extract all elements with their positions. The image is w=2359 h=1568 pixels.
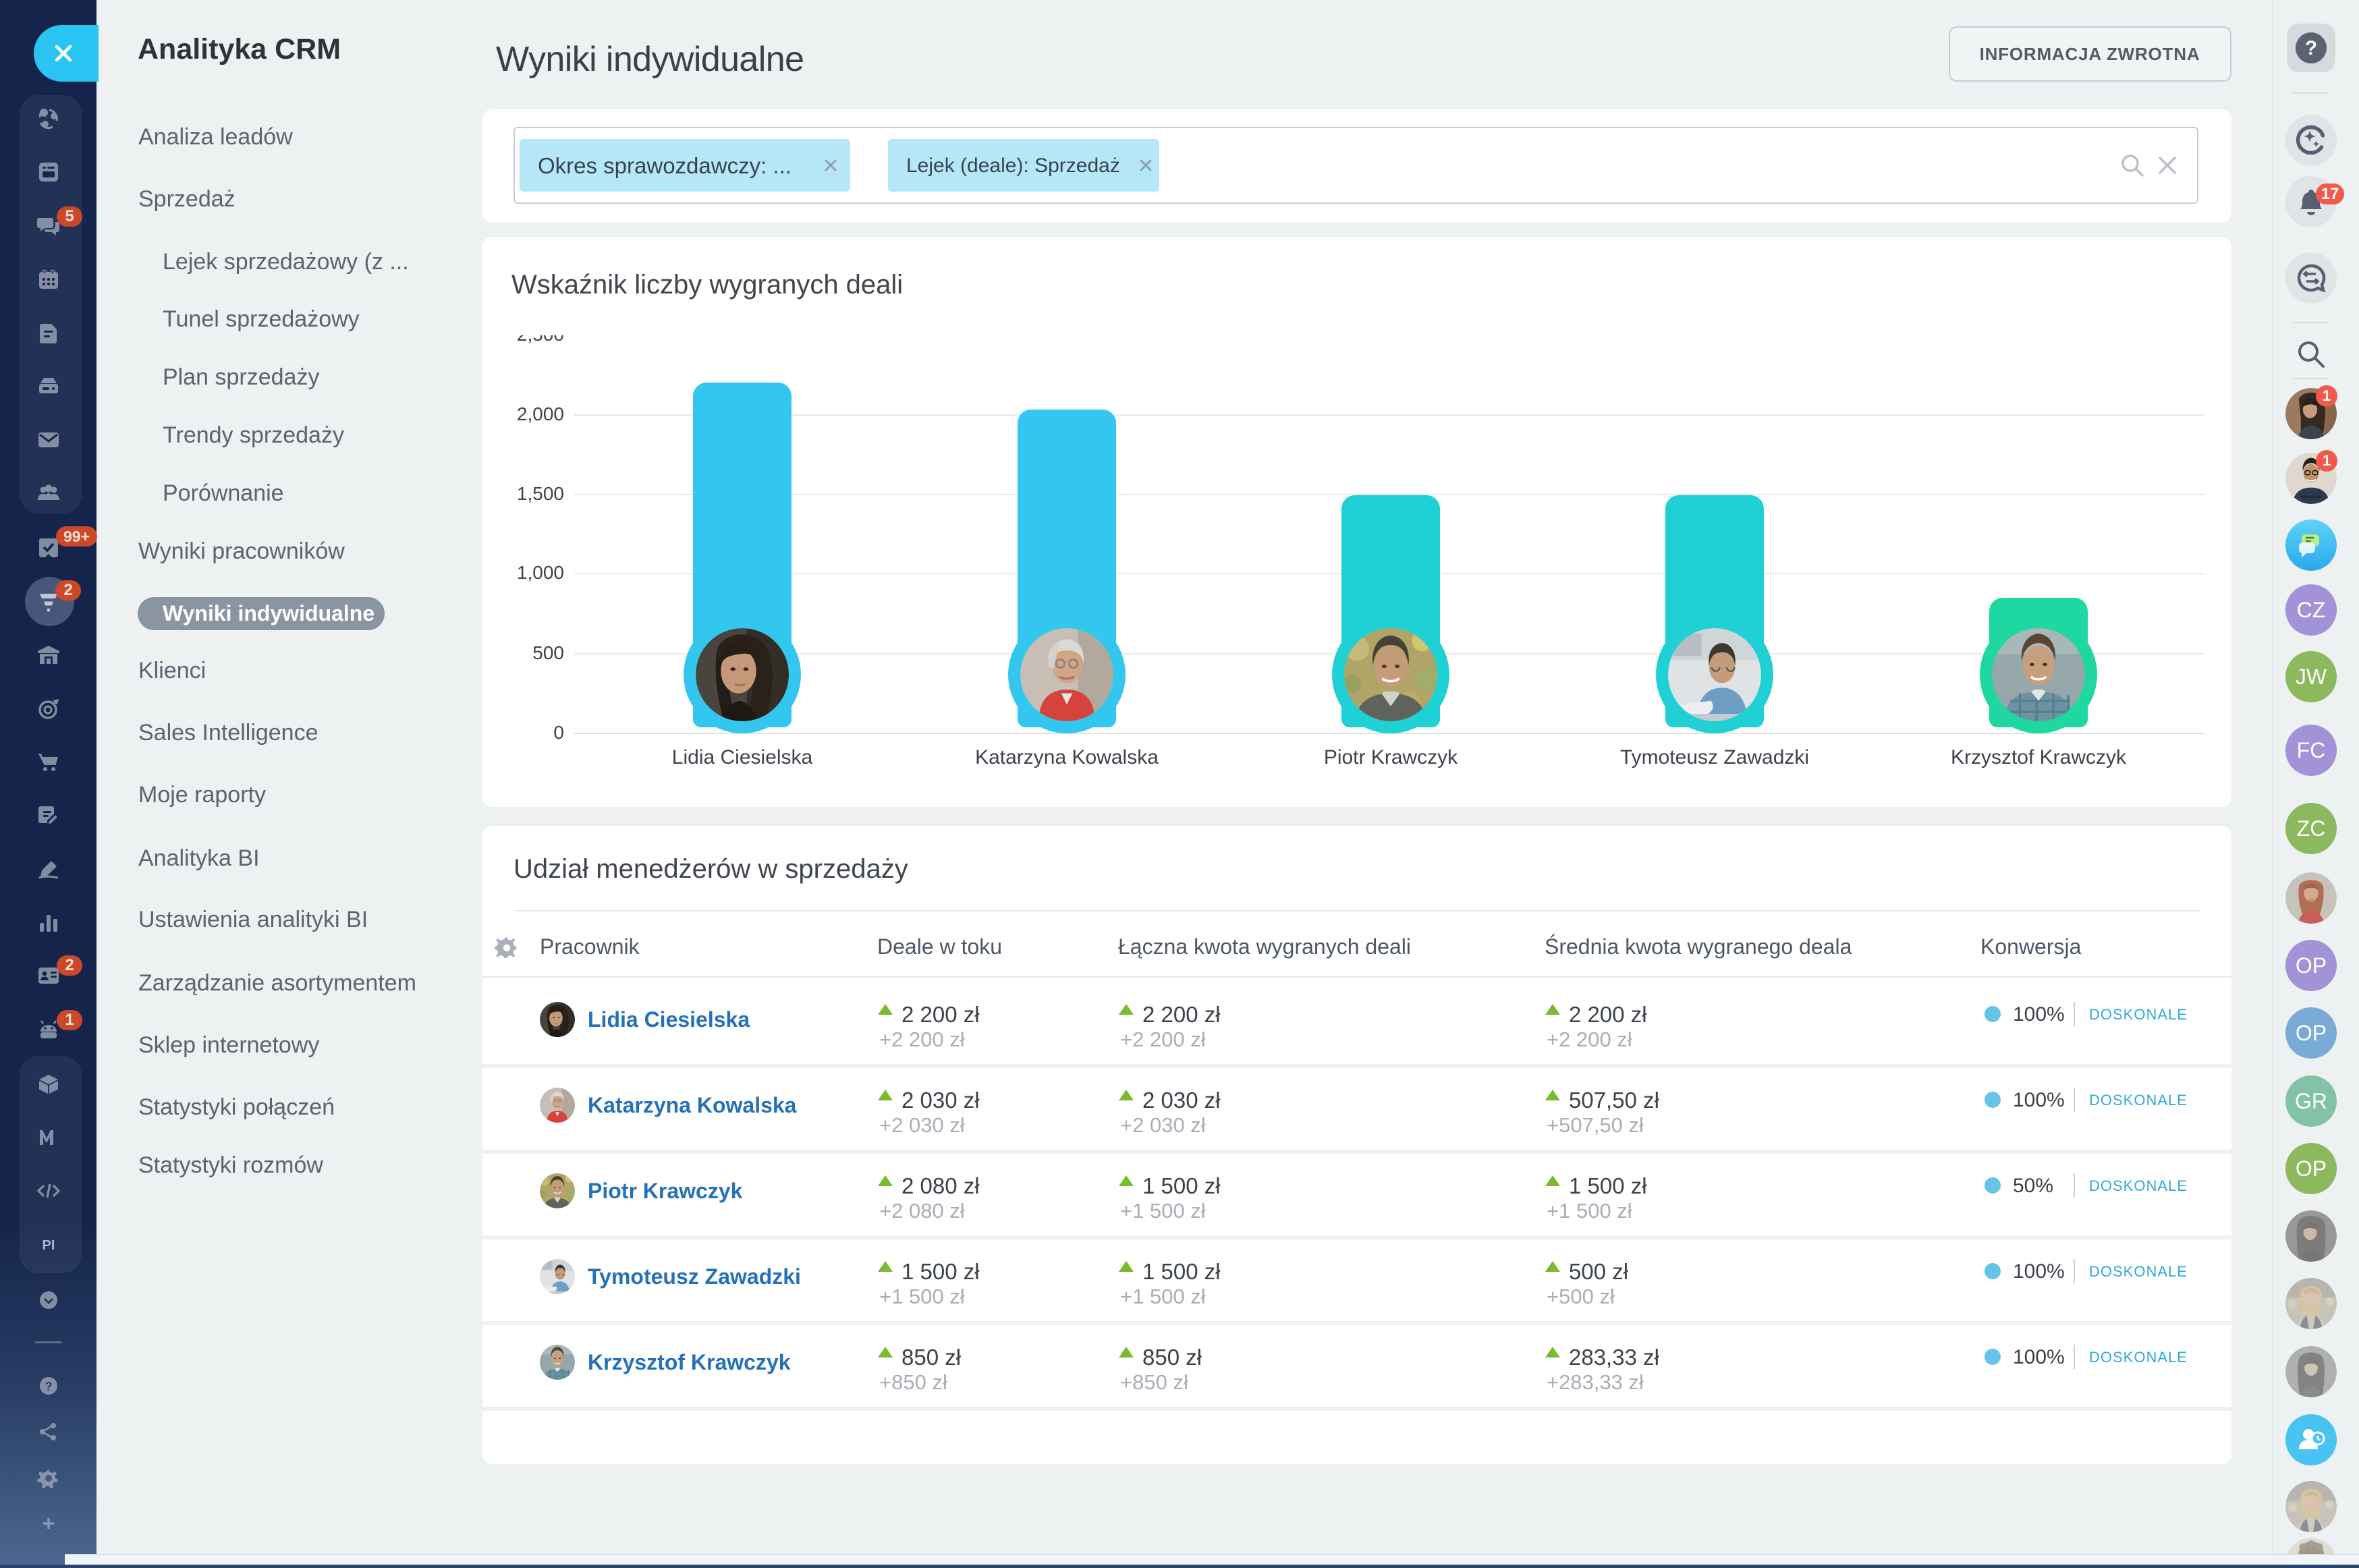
svg-text:?: ? (45, 1380, 53, 1393)
svg-text:PI: PI (43, 1238, 55, 1253)
